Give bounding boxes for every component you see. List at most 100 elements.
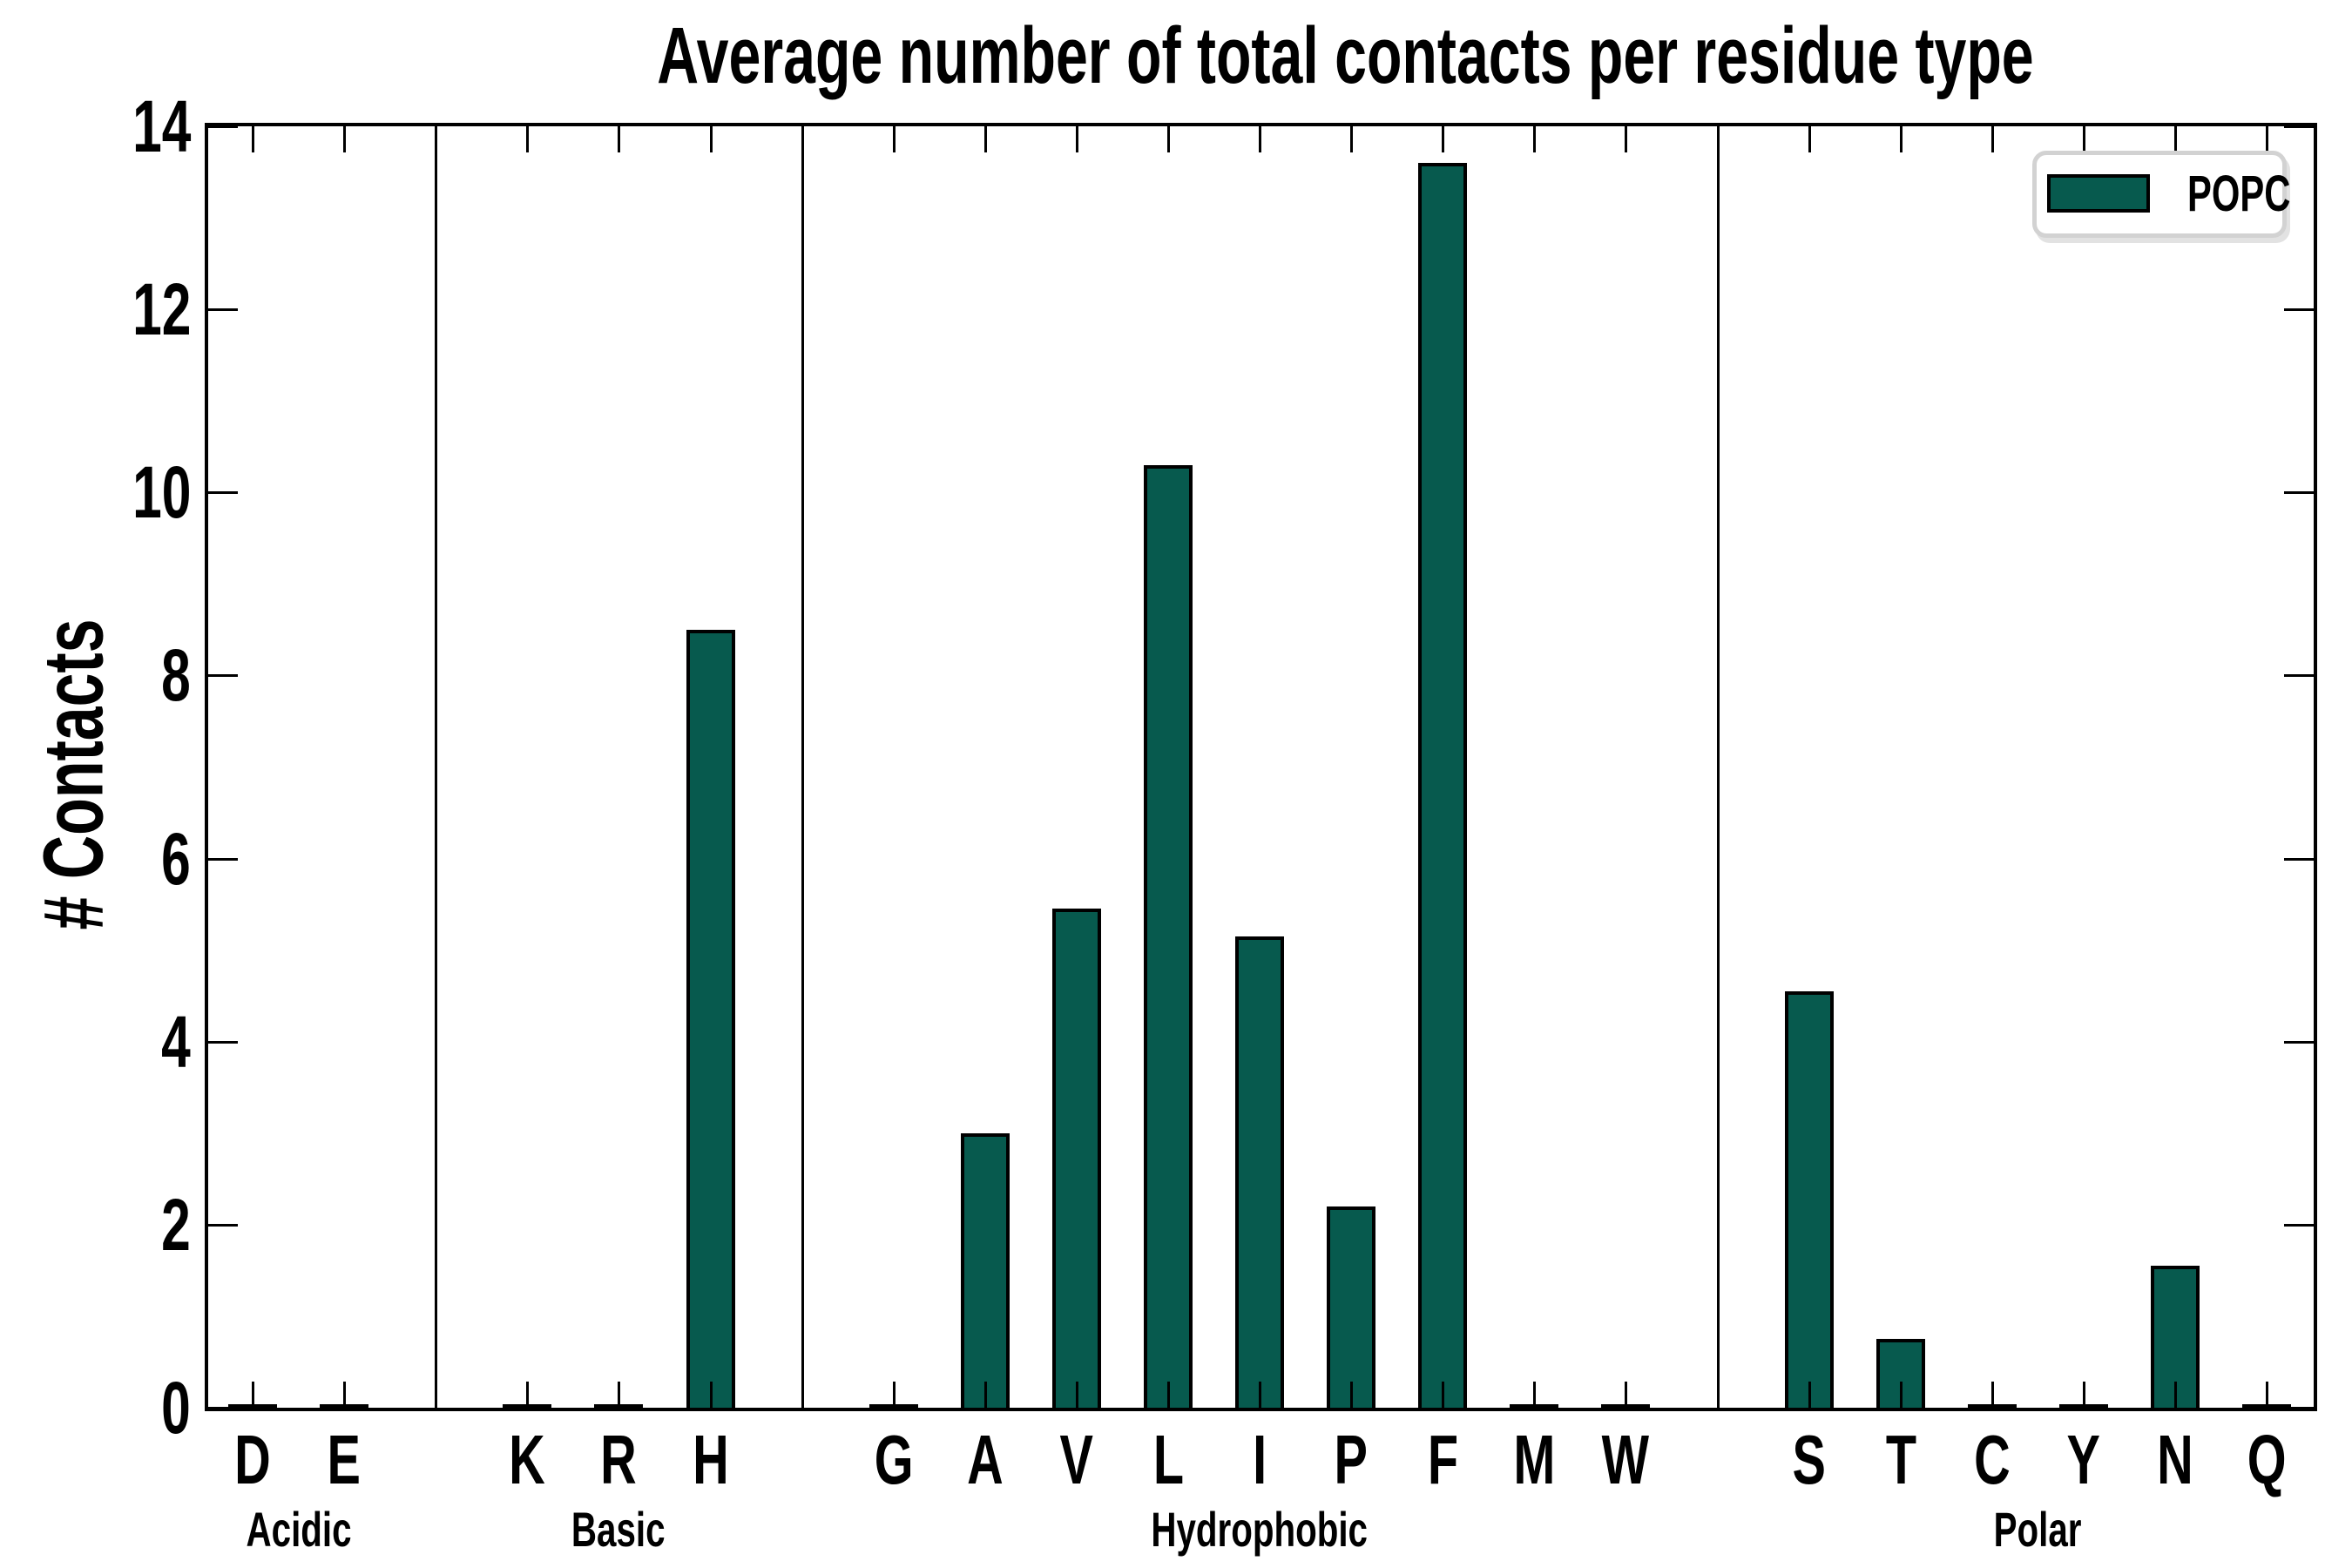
bar-A xyxy=(961,1133,1010,1408)
residue-label-Q: Q xyxy=(2162,1425,2352,1495)
residue-label-Y: Y xyxy=(1979,1425,2188,1495)
y-tick-label-text: 8 xyxy=(161,634,191,716)
y-tick xyxy=(2284,308,2314,311)
y-tick-label: 6 xyxy=(0,822,191,896)
residue-label-H-text: H xyxy=(693,1421,729,1498)
group-separator xyxy=(801,126,804,1408)
group-label-polar: Polar xyxy=(1733,1505,2342,1554)
bar-L xyxy=(1144,465,1193,1408)
chart-title: Average number of total contacts per res… xyxy=(389,12,2132,99)
x-tick xyxy=(893,1382,896,1408)
residue-label-K: K xyxy=(422,1425,632,1495)
y-tick xyxy=(208,491,238,494)
residue-label-T: T xyxy=(1796,1425,2005,1495)
x-tick xyxy=(1625,126,1627,152)
residue-label-I: I xyxy=(1155,1425,1364,1495)
residue-label-W: W xyxy=(1521,1425,1730,1495)
bar-H xyxy=(686,630,735,1408)
y-tick-label: 10 xyxy=(0,456,191,529)
y-tick xyxy=(2284,491,2314,494)
residue-label-R-text: R xyxy=(600,1421,637,1498)
residue-label-S: S xyxy=(1705,1425,1914,1495)
x-tick xyxy=(1259,126,1261,152)
legend: POPC xyxy=(2032,151,2291,238)
y-tick-label: 0 xyxy=(0,1371,191,1444)
x-tick xyxy=(710,1382,713,1408)
y-tick xyxy=(2284,125,2314,128)
x-tick xyxy=(343,1382,346,1408)
bar-V xyxy=(1052,909,1101,1408)
bar-F xyxy=(1418,163,1467,1408)
x-tick xyxy=(1350,126,1353,152)
x-tick xyxy=(1442,126,1444,152)
y-tick xyxy=(2284,674,2314,677)
x-tick xyxy=(526,1382,529,1408)
x-tick xyxy=(1991,126,1994,152)
y-tick xyxy=(208,1224,238,1227)
x-tick xyxy=(2174,126,2177,152)
y-tick-label: 8 xyxy=(0,639,191,712)
y-tick-label-text: 12 xyxy=(132,268,191,350)
y-tick xyxy=(208,1407,238,1409)
residue-label-T-text: T xyxy=(1885,1421,1916,1498)
x-tick xyxy=(1808,126,1811,152)
group-separator xyxy=(1717,126,1720,1408)
x-tick xyxy=(1808,1382,1811,1408)
x-tick xyxy=(984,1382,987,1408)
x-tick xyxy=(526,126,529,152)
x-tick xyxy=(2174,1382,2177,1408)
x-tick xyxy=(1350,1382,1353,1408)
x-tick xyxy=(893,126,896,152)
x-tick xyxy=(1900,1382,1903,1408)
chart-title-text: Average number of total contacts per res… xyxy=(657,11,2034,100)
residue-label-L-text: L xyxy=(1152,1421,1184,1498)
x-tick xyxy=(1167,126,1170,152)
legend-swatch xyxy=(2047,174,2150,213)
x-tick xyxy=(1533,126,1536,152)
y-tick xyxy=(2284,1041,2314,1044)
y-tick-label-text: 6 xyxy=(161,818,191,900)
residue-label-W-text: W xyxy=(1601,1421,1650,1498)
y-tick xyxy=(208,674,238,677)
y-tick xyxy=(2284,858,2314,861)
x-tick xyxy=(343,126,346,152)
residue-label-V-text: V xyxy=(1059,1421,1094,1498)
x-tick xyxy=(1991,1382,1994,1408)
y-tick-label: 14 xyxy=(0,90,191,163)
legend-label-text: POPC xyxy=(2187,166,2291,222)
y-tick-label-text: 10 xyxy=(132,451,191,533)
residue-label-K-text: K xyxy=(509,1421,545,1498)
x-tick xyxy=(1442,1382,1444,1408)
residue-label-M-text: M xyxy=(1513,1421,1555,1498)
group-label-acidic-text: Acidic xyxy=(246,1502,352,1557)
residue-label-Q-text: Q xyxy=(2247,1421,2287,1498)
residue-label-I-text: I xyxy=(1252,1421,1267,1498)
residue-label-G-text: G xyxy=(874,1421,914,1498)
y-tick-label: 4 xyxy=(0,1005,191,1078)
x-tick xyxy=(2266,1382,2268,1408)
y-tick-label-text: 4 xyxy=(161,1001,191,1083)
residue-label-C-text: C xyxy=(1974,1421,2011,1498)
residue-label-P-text: P xyxy=(1334,1421,1369,1498)
y-tick-label-text: 0 xyxy=(161,1367,191,1449)
y-tick-label-text: 14 xyxy=(132,85,191,167)
x-tick xyxy=(1076,1382,1078,1408)
bar-I xyxy=(1235,936,1284,1408)
x-tick xyxy=(1167,1382,1170,1408)
y-tick xyxy=(208,125,238,128)
x-tick xyxy=(618,1382,620,1408)
x-tick xyxy=(618,126,620,152)
x-tick xyxy=(1533,1382,1536,1408)
group-label-acidic: Acidic xyxy=(0,1505,604,1554)
residue-label-D-text: D xyxy=(234,1421,271,1498)
plot-area xyxy=(205,123,2317,1411)
residue-label-M: M xyxy=(1429,1425,1639,1495)
group-label-hydrophobic-text: Hydrophobic xyxy=(1151,1502,1369,1557)
residue-label-R: R xyxy=(514,1425,723,1495)
x-tick xyxy=(1259,1382,1261,1408)
x-tick xyxy=(1076,126,1078,152)
residue-label-S-text: S xyxy=(1792,1421,1827,1498)
residue-label-C: C xyxy=(1888,1425,2097,1495)
x-tick xyxy=(252,126,254,152)
residue-label-N: N xyxy=(2071,1425,2280,1495)
